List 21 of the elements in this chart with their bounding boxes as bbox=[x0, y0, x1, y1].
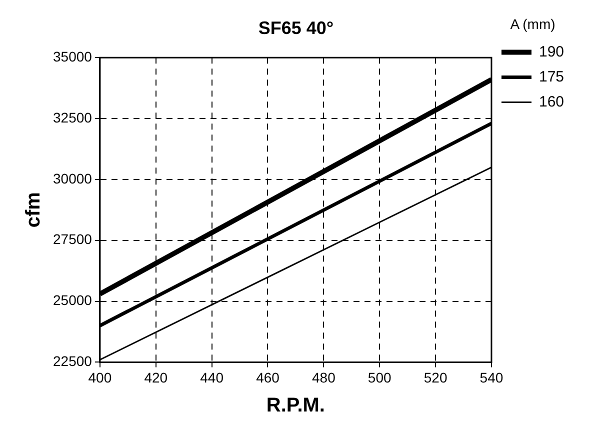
x-tick-label: 420 bbox=[144, 369, 168, 386]
x-axis-title: R.P.M. bbox=[266, 394, 325, 417]
y-tick-label: 27500 bbox=[52, 231, 92, 248]
legend-label: 190 bbox=[538, 43, 564, 60]
y-tick-label: 22500 bbox=[52, 353, 92, 370]
y-tick-label: 35000 bbox=[52, 48, 92, 64]
legend-title: A (mm) bbox=[510, 16, 556, 32]
y-tick-label: 32500 bbox=[52, 109, 92, 126]
y-tick-label: 30000 bbox=[52, 170, 92, 186]
x-tick-label: 500 bbox=[368, 369, 392, 386]
x-tick-label: 520 bbox=[424, 369, 448, 386]
x-tick-label: 460 bbox=[256, 369, 280, 386]
y-tick-label: 25000 bbox=[52, 292, 92, 308]
chart-title: SF65 40° bbox=[258, 18, 334, 38]
x-tick-label: 440 bbox=[200, 369, 224, 386]
x-tick-label: 480 bbox=[312, 369, 336, 386]
legend-label: 175 bbox=[538, 68, 564, 86]
y-axis-title: cfm bbox=[22, 192, 45, 228]
x-tick-label: 540 bbox=[480, 369, 504, 386]
x-tick-label: 400 bbox=[88, 369, 112, 386]
legend-label: 160 bbox=[538, 93, 564, 110]
